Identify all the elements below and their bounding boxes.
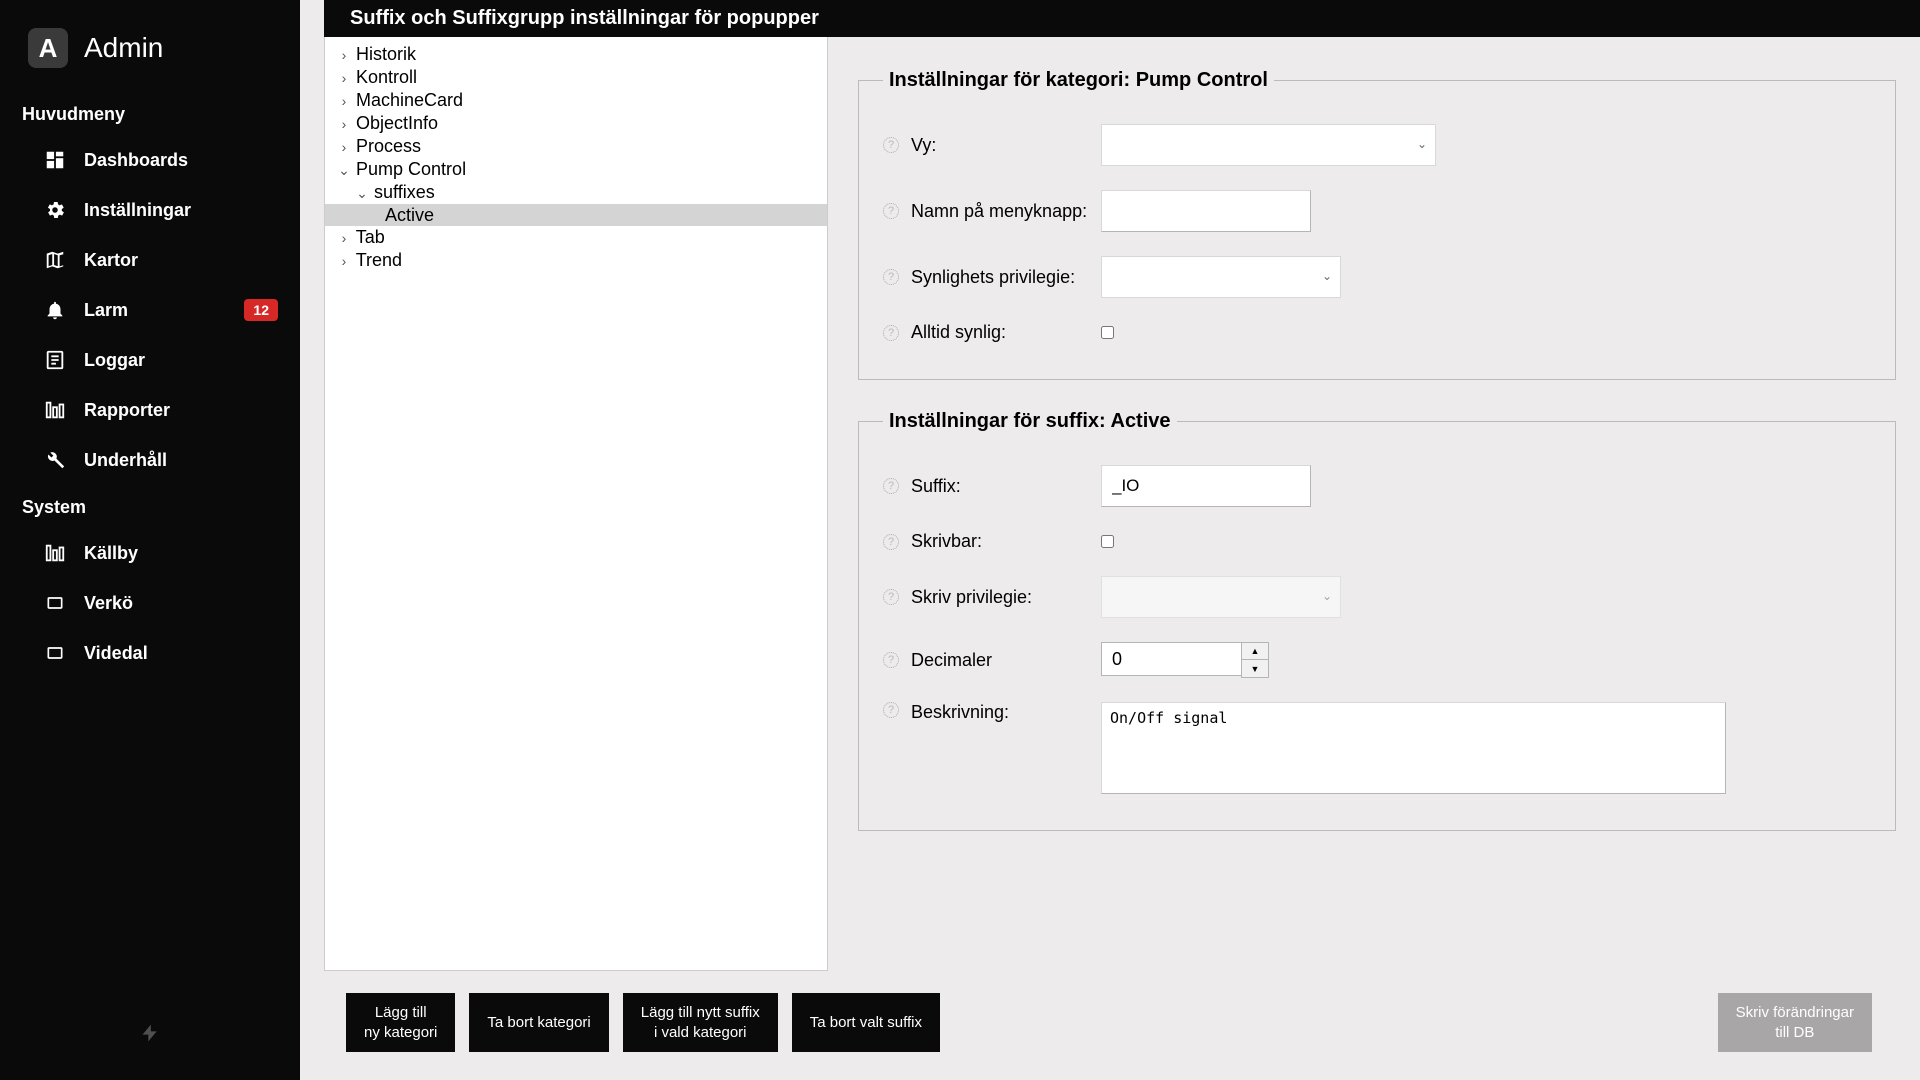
site-icon	[44, 542, 66, 564]
decimals-input[interactable]	[1101, 642, 1241, 676]
visibility-privilege-label: Synlighets privilegie:	[911, 267, 1101, 288]
tree-node-trend[interactable]: › Trend	[325, 249, 827, 272]
sidebar: A Admin Huvudmeny Dashboards Inställning…	[0, 0, 300, 1080]
tree-node-objectinfo[interactable]: › ObjectInfo	[325, 112, 827, 135]
suffix-legend: Inställningar för suffix: Active	[883, 410, 1177, 433]
sidebar-item-label: Inställningar	[84, 200, 191, 221]
main-area: Suffix och Suffixgrupp inställningar för…	[300, 0, 1920, 1080]
help-icon[interactable]: ?	[883, 702, 899, 718]
sidebar-item-logs[interactable]: Loggar	[0, 335, 300, 385]
sidebar-item-label: Larm	[84, 300, 128, 321]
description-textarea[interactable]: On/Off signal	[1101, 702, 1726, 794]
sidebar-item-label: Verkö	[84, 593, 133, 614]
sidebar-item-videdal[interactable]: Videdal	[0, 628, 300, 678]
reports-icon	[44, 399, 66, 421]
map-icon	[44, 249, 66, 271]
view-label: Vy:	[911, 135, 1101, 156]
suffix-label: Suffix:	[911, 476, 1101, 497]
site-icon	[44, 592, 66, 614]
sidebar-item-label: Rapporter	[84, 400, 170, 421]
suffix-input[interactable]	[1101, 465, 1311, 507]
app-logo: A	[28, 28, 68, 68]
app-title: Admin	[84, 32, 163, 64]
category-legend: Inställningar för kategori: Pump Control	[883, 69, 1274, 92]
sidebar-item-maps[interactable]: Kartor	[0, 235, 300, 285]
bell-icon	[44, 299, 66, 321]
decimals-stepper[interactable]: ▲ ▼	[1101, 642, 1269, 678]
remove-suffix-button[interactable]: Ta bort valt suffix	[792, 993, 940, 1052]
sidebar-item-label: Loggar	[84, 350, 145, 371]
sidebar-item-label: Underhåll	[84, 450, 167, 471]
gear-icon	[44, 199, 66, 221]
help-icon[interactable]: ?	[883, 203, 899, 219]
logs-icon	[44, 349, 66, 371]
dashboard-icon	[44, 149, 66, 171]
menu-button-name-label: Namn på menyknapp:	[911, 201, 1101, 222]
sidebar-item-label: Kartor	[84, 250, 138, 271]
tree-panel: › Historik › Kontroll › MachineCard › Ob…	[324, 37, 828, 971]
sidebar-footer	[0, 1001, 300, 1080]
sidebar-item-alarm[interactable]: Larm 12	[0, 285, 300, 335]
sidebar-section-system: System	[0, 485, 300, 528]
help-icon[interactable]: ?	[883, 325, 899, 341]
write-privilege-select[interactable]	[1101, 576, 1341, 618]
suffix-settings-fieldset: Inställningar för suffix: Active ? Suffi…	[858, 410, 1896, 831]
save-to-db-button[interactable]: Skriv förändringar till DB	[1718, 993, 1872, 1052]
help-icon[interactable]: ?	[883, 478, 899, 494]
tree-node-pump-control[interactable]: ⌄ Pump Control	[325, 158, 827, 181]
description-label: Beskrivning:	[911, 702, 1101, 723]
tree-node-historik[interactable]: › Historik	[325, 43, 827, 66]
site-icon	[44, 642, 66, 664]
sidebar-item-maintenance[interactable]: Underhåll	[0, 435, 300, 485]
page-title: Suffix och Suffixgrupp inställningar för…	[350, 7, 819, 29]
alarm-badge: 12	[244, 299, 278, 321]
sidebar-item-label: Videdal	[84, 643, 148, 664]
wrench-icon	[44, 449, 66, 471]
write-privilege-label: Skriv privilegie:	[911, 587, 1101, 608]
menu-button-name-input[interactable]	[1101, 190, 1311, 232]
category-settings-fieldset: Inställningar för kategori: Pump Control…	[858, 69, 1896, 380]
help-icon[interactable]: ?	[883, 652, 899, 668]
button-bar: Lägg till ny kategori Ta bort kategori L…	[300, 971, 1920, 1080]
sidebar-item-dashboards[interactable]: Dashboards	[0, 135, 300, 185]
sidebar-item-verko[interactable]: Verkö	[0, 578, 300, 628]
content-area: › Historik › Kontroll › MachineCard › Ob…	[300, 37, 1920, 971]
always-visible-label: Alltid synlig:	[911, 322, 1101, 343]
tree-node-tab[interactable]: › Tab	[325, 226, 827, 249]
tree-node-machinecard[interactable]: › MachineCard	[325, 89, 827, 112]
sidebar-header: A Admin	[0, 18, 300, 92]
decimals-down-button[interactable]: ▼	[1242, 660, 1268, 677]
tree-node-suffixes[interactable]: ⌄ suffixes	[325, 181, 827, 204]
writable-label: Skrivbar:	[911, 531, 1101, 552]
help-icon[interactable]: ?	[883, 534, 899, 550]
sidebar-item-settings[interactable]: Inställningar	[0, 185, 300, 235]
remove-category-button[interactable]: Ta bort kategori	[469, 993, 608, 1052]
tree-node-kontroll[interactable]: › Kontroll	[325, 66, 827, 89]
help-icon[interactable]: ?	[883, 589, 899, 605]
writable-checkbox[interactable]	[1101, 535, 1114, 548]
decimals-label: Decimaler	[911, 650, 1101, 671]
forms-column: Inställningar för kategori: Pump Control…	[858, 37, 1896, 971]
add-category-button[interactable]: Lägg till ny kategori	[346, 993, 455, 1052]
tree-node-active[interactable]: Active	[325, 204, 827, 226]
sidebar-item-label: Dashboards	[84, 150, 188, 171]
visibility-privilege-select[interactable]	[1101, 256, 1341, 298]
bolt-icon	[140, 1021, 160, 1050]
sidebar-item-reports[interactable]: Rapporter	[0, 385, 300, 435]
sidebar-item-kallby[interactable]: Källby	[0, 528, 300, 578]
help-icon[interactable]: ?	[883, 269, 899, 285]
view-select[interactable]	[1101, 124, 1436, 166]
sidebar-item-label: Källby	[84, 543, 138, 564]
always-visible-checkbox[interactable]	[1101, 326, 1114, 339]
help-icon[interactable]: ?	[883, 137, 899, 153]
add-suffix-button[interactable]: Lägg till nytt suffix i vald kategori	[623, 993, 778, 1052]
sidebar-section-main: Huvudmeny	[0, 92, 300, 135]
page-title-bar: Suffix och Suffixgrupp inställningar för…	[324, 0, 1920, 37]
tree-node-process[interactable]: › Process	[325, 135, 827, 158]
decimals-up-button[interactable]: ▲	[1242, 643, 1268, 660]
